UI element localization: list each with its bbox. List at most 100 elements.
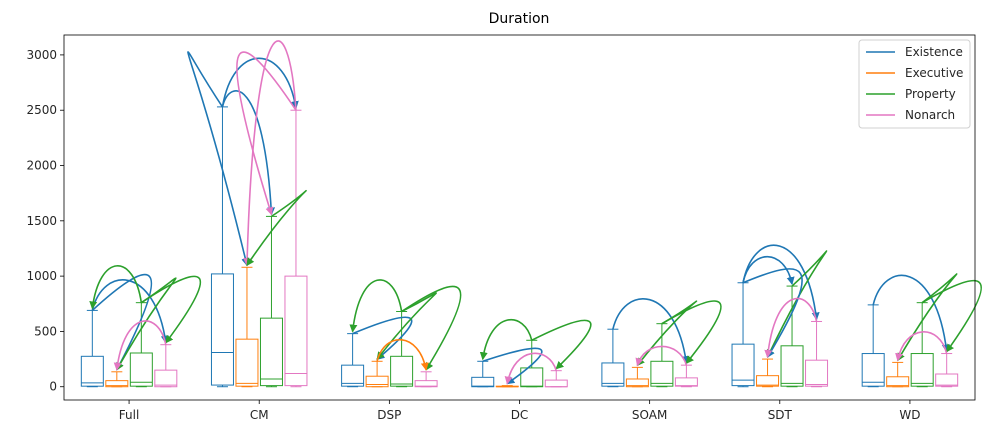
y-tick-label: 2000 (26, 159, 57, 173)
box-executive-full (105, 371, 129, 388)
arrow-cm-nonarch-to-property (236, 51, 297, 216)
arrow-cm-existence-to-property (221, 90, 276, 216)
plot-frame (63, 34, 976, 401)
arrow-dc-property-to-nonarch (531, 319, 592, 370)
box-body (544, 379, 568, 388)
legend-box (858, 39, 971, 129)
box-body (731, 343, 755, 387)
arrow-full-existence-to-executive (91, 273, 153, 371)
arrow-full-nonarch-to-executive (113, 320, 167, 371)
box-nonarch-cm (284, 109, 308, 388)
box-body (471, 376, 495, 388)
arrow-full-property-to-nonarch (140, 275, 202, 344)
arrow-dc-property-to-existence (479, 318, 533, 361)
arrow-sdt-property-to-executive (766, 250, 828, 358)
arrow-dsp-executive-to-nonarch (376, 338, 429, 371)
y-tick-label: 1000 (26, 269, 57, 283)
box-body (390, 355, 414, 387)
box-executive-dc (495, 385, 519, 388)
box-body (910, 353, 934, 387)
box-nonarch-full (154, 344, 178, 388)
box-existence-cm (210, 106, 234, 388)
box-body (210, 273, 234, 386)
box-body (365, 375, 389, 388)
box-executive-sdt (756, 358, 780, 388)
y-tick-label: 2500 (26, 103, 57, 117)
box-existence-soam (601, 328, 625, 388)
box-body (105, 380, 129, 388)
box-body (935, 373, 959, 387)
box-executive-wd (886, 361, 910, 388)
box-body (805, 359, 829, 387)
box-property-sdt (780, 285, 804, 388)
box-nonarch-soam (674, 364, 698, 388)
arrow-cm-existence-to-executive (187, 51, 250, 267)
box-body (129, 352, 153, 387)
arrow-wd-nonarch-to-executive (895, 331, 948, 362)
y-tick-label: 1500 (26, 214, 57, 228)
arrow-full-existence-to-nonarch (91, 279, 169, 344)
box-body (414, 380, 438, 388)
y-tick-label: 0 (49, 380, 57, 394)
x-tick-label: DSP (377, 408, 401, 422)
legend: Existence Executive Property Nonarch (858, 39, 971, 129)
box-body (154, 369, 178, 388)
box-body (674, 377, 698, 387)
box-body (756, 375, 780, 387)
box-executive-cm (235, 266, 259, 388)
box-body (886, 376, 910, 388)
box-nonarch-dc (544, 370, 568, 388)
arrow-cm-property-to-executive (246, 189, 307, 267)
arrow-soam-nonarch-to-executive (635, 345, 688, 367)
arrow-cm-existence-to-nonarch (221, 57, 299, 110)
box-property-wd (910, 302, 934, 388)
box-body (520, 367, 544, 388)
arrow-dsp-existence-to-executive (352, 316, 413, 360)
box-nonarch-wd (935, 353, 959, 388)
arrow-dc-existence-to-executive (482, 347, 543, 385)
legend-label-nonarch: Nonarch (905, 108, 955, 122)
box-existence-dc (471, 360, 495, 388)
box-body (650, 360, 674, 387)
arrow-wd-property-to-nonarch (921, 279, 983, 353)
box-body (284, 275, 308, 387)
x-tick-label: DC (511, 408, 529, 422)
arrow-dsp-property-to-executive (376, 292, 437, 361)
box-body (625, 378, 649, 388)
arrow-sdt-existence-to-nonarch (742, 244, 820, 321)
box-property-dsp (390, 311, 414, 388)
box-nonarch-dsp (414, 371, 438, 388)
y-tick-label: 3000 (26, 48, 57, 62)
box-body (235, 338, 259, 387)
arrow-wd-existence-to-nonarch (872, 274, 950, 353)
box-existence-sdt (731, 282, 755, 388)
box-executive-soam (625, 366, 649, 388)
arrow-soam-property-to-executive (636, 300, 698, 367)
box-existence-wd (861, 304, 885, 388)
y-tick-label: 500 (34, 324, 57, 338)
y-axis: 0 500 1000 1500 2000 2500 3000 (26, 48, 64, 394)
legend-label-property: Property (905, 87, 956, 101)
arrow-sdt-existence-to-executive (742, 268, 803, 358)
box-executive-dsp (365, 360, 389, 388)
arrow-full-property-to-executive (116, 277, 177, 371)
plot-area (80, 106, 959, 388)
box-property-soam (650, 323, 674, 388)
arrow-wd-property-to-executive (896, 273, 958, 362)
box-existence-dsp (341, 333, 365, 388)
legend-label-executive: Executive (905, 66, 963, 80)
arrow-sdt-nonarch-to-executive (764, 297, 818, 359)
x-tick-label: CM (250, 408, 269, 422)
box-body (80, 355, 104, 387)
arrow-full-property-to-existence (89, 265, 143, 310)
box-nonarch-sdt (805, 320, 829, 388)
box-property-dc (520, 339, 544, 388)
x-tick-label: SOAM (632, 408, 667, 422)
box-existence-full (80, 309, 104, 388)
box-body (601, 362, 625, 387)
transition-arrows (89, 40, 983, 385)
x-tick-label: SDT (768, 408, 793, 422)
box-body (259, 317, 283, 387)
x-tick-label: WD (899, 408, 920, 422)
